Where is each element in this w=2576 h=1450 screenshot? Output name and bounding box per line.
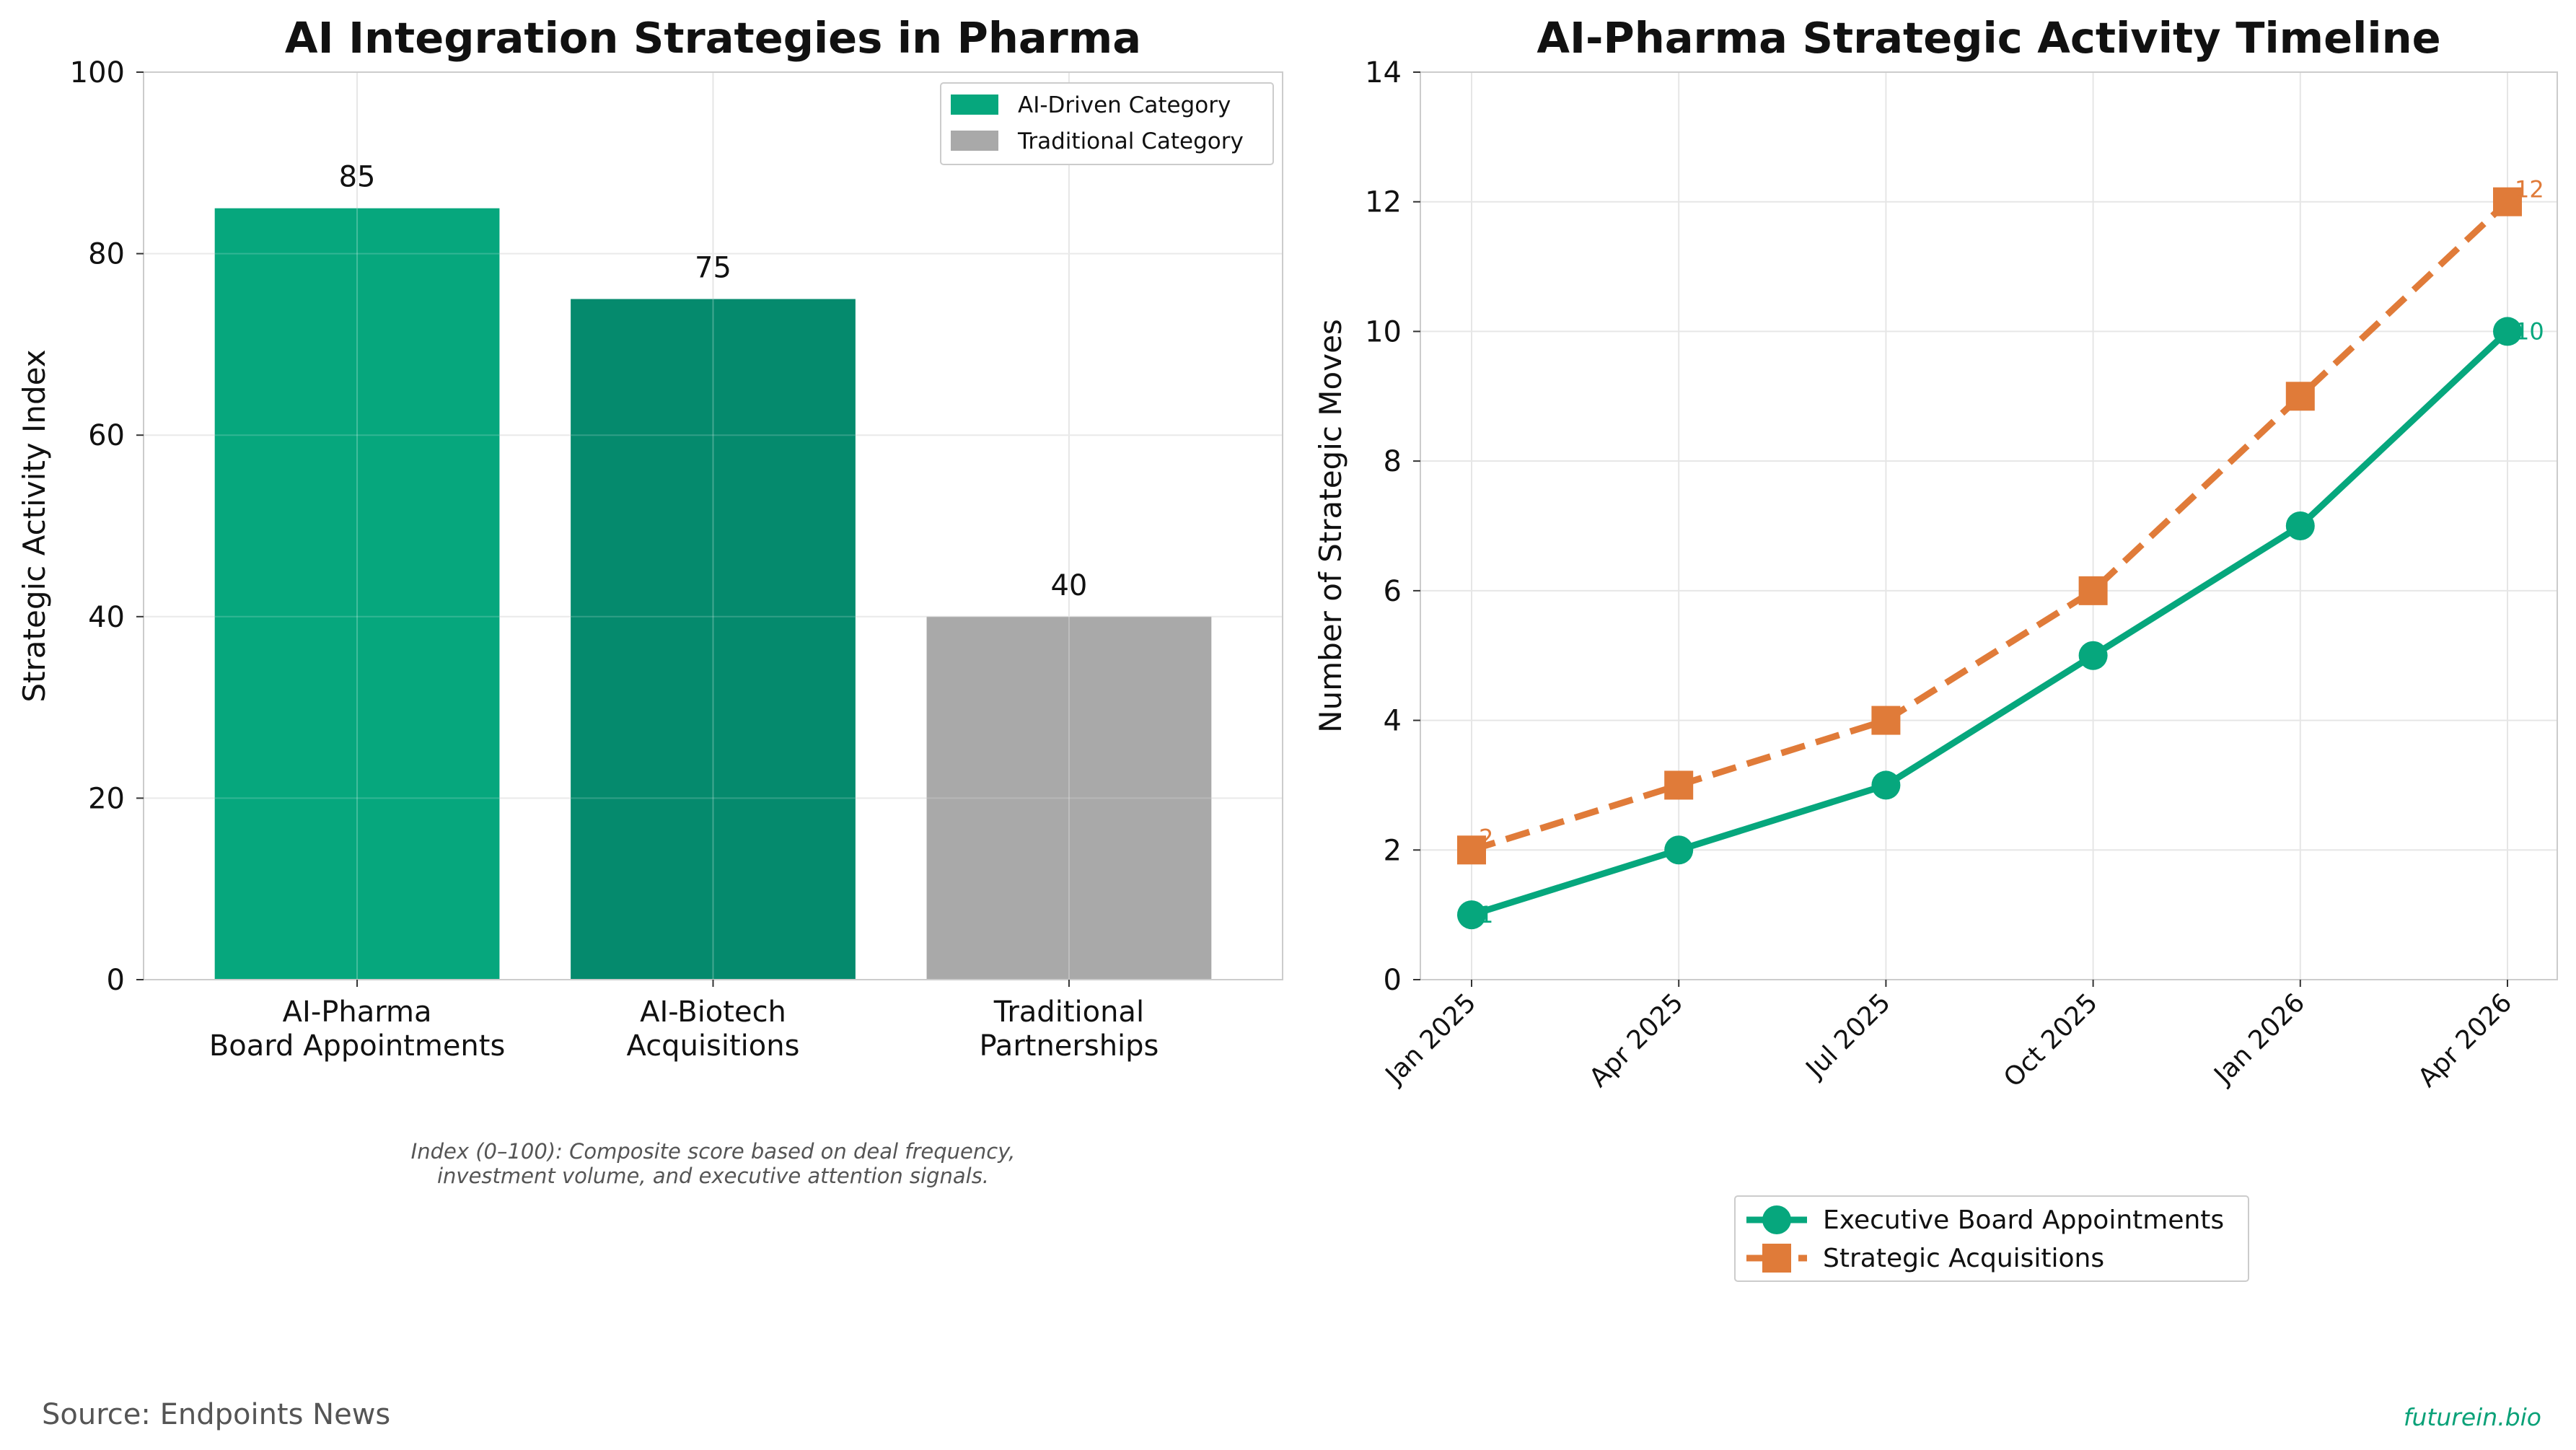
line-xtick-label: Jul 2025 <box>1800 988 1896 1084</box>
bar-value-label: 85 <box>339 161 376 194</box>
line-point <box>2285 511 2315 540</box>
line-ytick-label: 10 <box>1365 315 1402 348</box>
bar-chart-note: Index (0–100): Composite score based on … <box>411 1139 1016 1164</box>
line-ytick-label: 12 <box>1365 186 1402 219</box>
bar-legend-label: AI-Driven Category <box>1018 92 1231 118</box>
bar-value-label: 75 <box>695 252 731 285</box>
bar-2 <box>571 299 856 980</box>
line-series-1 <box>1470 329 2510 918</box>
line-xtick-label: Jan 2026 <box>2208 988 2311 1091</box>
line-legend-label: Executive Board Appointments <box>1823 1205 2224 1235</box>
bar-ytick-label: 100 <box>70 56 125 89</box>
bar-y-axis-label: Strategic Activity Index <box>17 349 52 702</box>
line-xtick-label: Apr 2026 <box>2412 988 2518 1093</box>
line-point <box>1664 835 1694 865</box>
bar-category-label-line: Acquisitions <box>627 1029 800 1063</box>
bar-ytick-label: 20 <box>88 782 125 815</box>
line-point <box>1664 770 1694 800</box>
line-point <box>1457 835 1486 865</box>
line-point <box>2078 576 2108 605</box>
line-point-label: 10 <box>2515 317 2544 345</box>
line-ytick-label: 6 <box>1384 575 1402 608</box>
line-xtick-label: Oct 2025 <box>1998 988 2104 1093</box>
bar-chart-note: investment volume, and executive attenti… <box>437 1164 989 1188</box>
line-legend-marker <box>1762 1205 1791 1234</box>
line-xtick-label: Jan 2025 <box>1379 988 1482 1091</box>
bar-3 <box>926 616 1212 980</box>
bar-1 <box>214 208 500 980</box>
line-ytick-label: 4 <box>1384 705 1402 738</box>
brand-watermark: futurein.bio <box>2403 1403 2541 1431</box>
bar-category-label-line: AI-Biotech <box>640 996 786 1029</box>
line-point-label: 1 <box>1479 901 1493 928</box>
line-point <box>1871 770 1901 800</box>
bar-ytick-label: 60 <box>88 419 125 452</box>
bar-ytick-label: 40 <box>88 601 125 634</box>
line-ytick-label: 14 <box>1365 56 1402 89</box>
line-ytick-label: 2 <box>1384 834 1402 867</box>
source-caption: Source: Endpoints News <box>42 1398 391 1431</box>
bar-category-label: AI-Biotech Acquisitions <box>627 996 800 1063</box>
line-point-label: 12 <box>2515 176 2544 203</box>
line-point <box>2078 641 2108 670</box>
bar-category-label: AI-Pharma Board Appointments <box>209 996 506 1063</box>
line-point <box>2285 382 2315 411</box>
bar-category-label-line: Partnerships <box>979 1029 1159 1063</box>
line-y-axis-label: Number of Strategic Moves <box>1313 319 1348 733</box>
bar-legend-box <box>940 82 1274 165</box>
line-point-label: 2 <box>1479 824 1493 851</box>
bar-category-label: Traditional Partnerships <box>979 996 1159 1063</box>
line-ytick-label: 8 <box>1384 445 1402 478</box>
line-series-2 <box>1470 199 2510 853</box>
bar-legend-swatch <box>951 95 998 115</box>
line-legend-marker <box>1762 1244 1791 1273</box>
bar-ytick-label: 80 <box>88 238 125 271</box>
line-legend-label: Strategic Acquisitions <box>1823 1244 2104 1273</box>
line-xtick-label: Apr 2025 <box>1584 988 1689 1093</box>
line-legend-box <box>1734 1195 2249 1282</box>
bar-value-label: 40 <box>1050 569 1087 602</box>
bar-legend-swatch <box>951 131 998 151</box>
line-plot-frame <box>1420 71 2558 980</box>
line-ytick-label: 0 <box>1384 964 1402 997</box>
bar-ytick-label: 0 <box>107 964 125 997</box>
line-point <box>1457 900 1486 930</box>
bar-category-label-line: Traditional <box>993 996 1144 1029</box>
line-point <box>2493 317 2522 346</box>
line-point <box>2493 187 2522 216</box>
line-chart-panel: 1 10 2 12 0 2 4 6 8 10 12 14 Jan 2025 Apr 2025 Jul 202… <box>1313 13 2558 1282</box>
bar-category-label-line: Board Appointments <box>209 1029 506 1063</box>
bar-chart-title: AI Integration Strategies in Pharma <box>285 13 1141 63</box>
line-chart-title: AI-Pharma Strategic Activity Timeline <box>1537 13 2440 63</box>
bar-legend-label: Traditional Category <box>1017 128 1244 154</box>
bar-chart-panel: 85 75 40 0 20 40 60 80 100 AI-Pharma Board Appoint… <box>17 13 1283 1188</box>
bar-category-label-line: AI-Pharma <box>283 996 432 1029</box>
line-point <box>1871 706 1901 735</box>
